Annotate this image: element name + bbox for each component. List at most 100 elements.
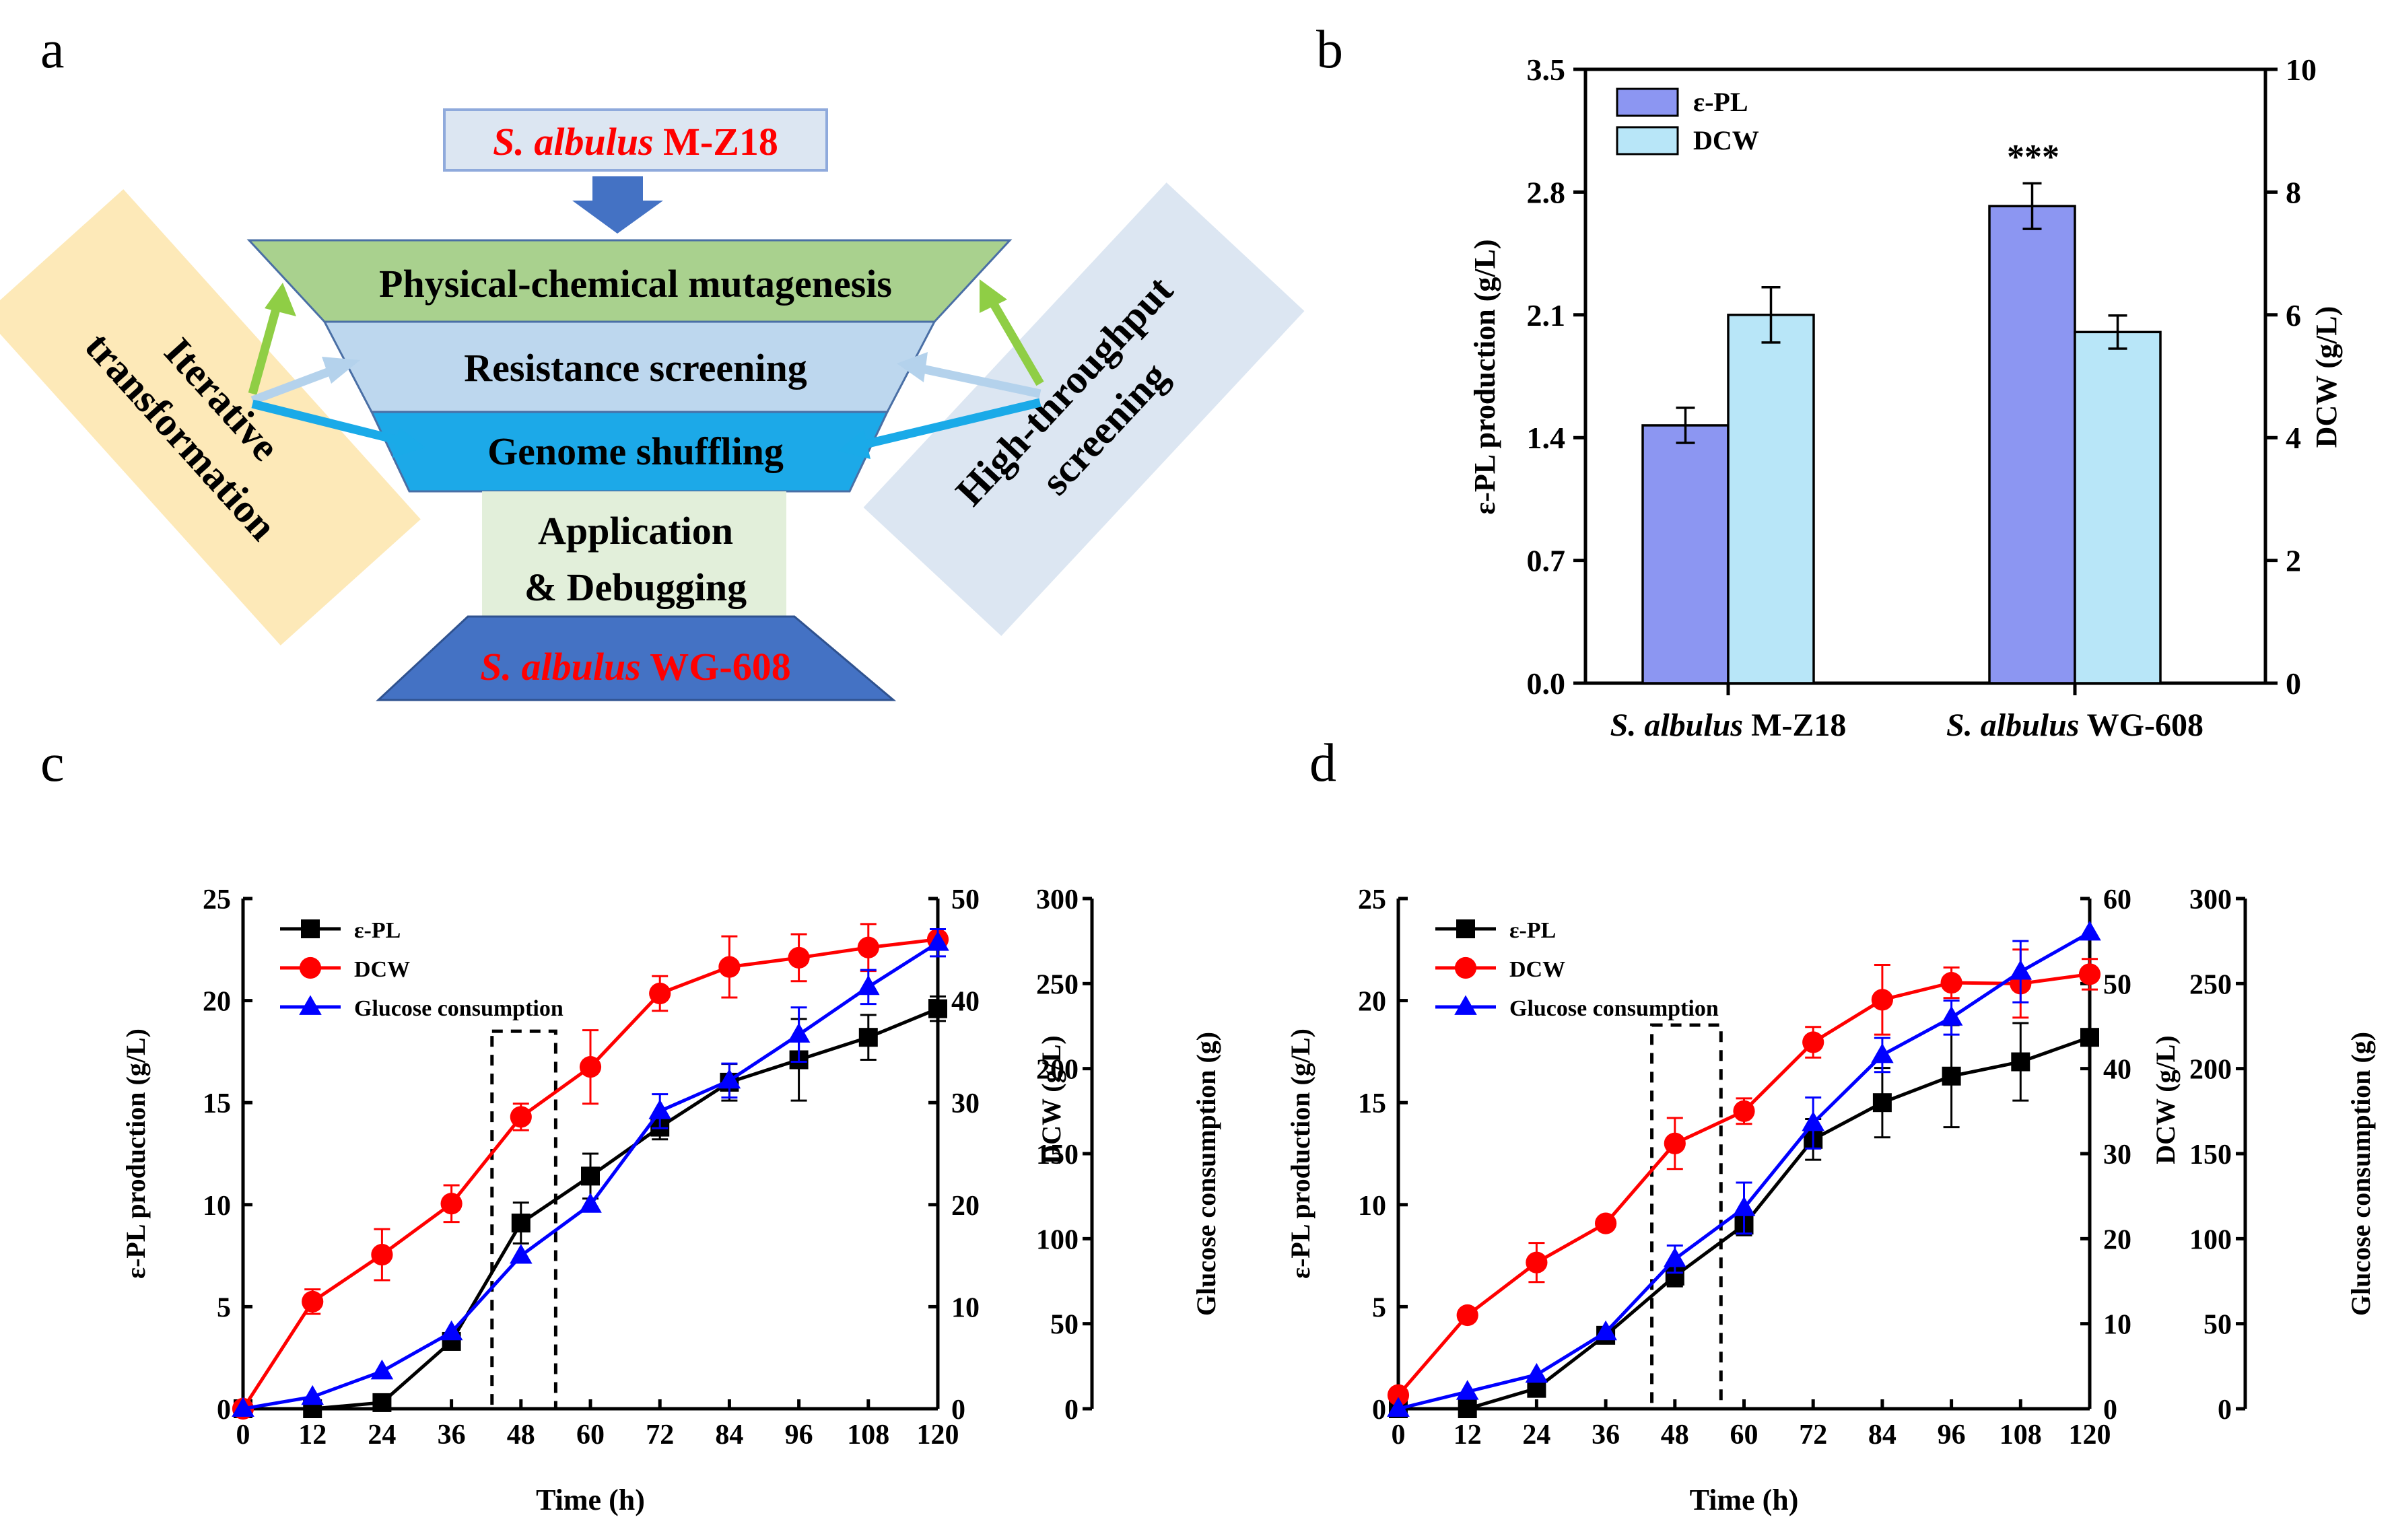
y-right1-tick-label: 40 [951,987,980,1018]
data-point-square [511,1214,531,1233]
legend-marker [299,956,322,979]
arrow-lightblue-right-icon [897,352,928,382]
x-tick-label: 36 [438,1420,466,1450]
data-point-circle [1871,989,1893,1011]
data-point-triangle [1802,1111,1824,1131]
level-label-1: Physical-chemical mutagenesis [379,262,892,306]
y-right2-tick-label: 200 [2189,1055,2232,1086]
y-right2-tick-label: 250 [2189,969,2232,1000]
y-right1-tick-label: 0 [2103,1395,2117,1426]
y-right2-axis-title: Glucose consumption (g) [1191,1032,1221,1316]
y-right-tick-label: 2 [2286,544,2301,578]
y-right2-axis-title: Glucose consumption (g) [2346,1032,2376,1316]
y-axis-title: ε-PL production (g/L) [121,1028,151,1279]
data-point-circle [718,956,741,978]
data-point-square [2080,1028,2099,1047]
x-tick-label: 24 [1522,1420,1550,1450]
arrow-green-right-shaft [989,300,1044,386]
legend-marker [1454,956,1477,979]
y-right2-tick-label: 0 [2218,1395,2232,1426]
x-tick-label: 12 [1454,1420,1482,1450]
y-right1-tick-label: 30 [951,1088,980,1119]
legend-label: Glucose consumption [354,996,563,1021]
y-right-tick-label: 8 [2286,175,2301,209]
funnel-level-application [482,491,786,617]
x-tick-label: 12 [298,1420,327,1450]
data-point-triangle [857,975,880,995]
data-point-circle [1802,1031,1824,1053]
data-point-circle [1387,1384,1410,1406]
y-tick-label: 10 [1358,1191,1386,1222]
arrow-green-left-shaft [248,303,282,395]
data-point-circle [579,1056,602,1078]
y-tick-label: 2.1 [1527,298,1566,332]
legend-label: ε-PL [1693,87,1748,117]
y-right1-tick-label: 60 [2103,884,2131,915]
y-right1-tick-label: 20 [951,1191,980,1222]
parent-strain-box [443,108,828,172]
final-strain-label: S. albulus WG-608 [480,645,790,689]
x-tick-label: S. albulus M-Z18 [1610,707,1847,743]
y-tick-label: 25 [1358,884,1386,915]
data-point-square [1458,1399,1477,1418]
plot-frame [1583,67,2267,685]
arrow-down-icon [572,176,663,234]
y-tick-label: 3.5 [1527,53,1566,87]
x-tick-label: 0 [1392,1420,1406,1450]
level-label-4a: Application [538,509,733,553]
data-point-circle [857,936,879,958]
data-point-triangle [1594,1320,1617,1341]
right-note-box [863,182,1305,636]
level-label-2: Resistance screening [464,346,807,390]
y-tick-label: 2.8 [1527,175,1566,209]
series-line-triangle [1398,931,2091,1411]
data-point-circle [1595,1212,1617,1234]
funnel-level-final-strain [376,615,897,701]
y-axis-title: ε-PL production (g/L) [1285,1028,1315,1279]
funnel-level-genome-shuffling [370,411,889,493]
data-point-square [1942,1066,1961,1086]
x-tick-label: 60 [1730,1420,1758,1450]
legend-label: DCW [1693,125,1759,155]
data-point-circle [302,1290,324,1312]
panel-c-label: c [40,734,65,793]
data-point-triangle [370,1359,394,1380]
highlight-box [1650,1023,1723,1411]
data-point-triangle [2078,921,2101,941]
data-point-triangle [579,1193,602,1213]
data-point-circle [440,1193,463,1215]
x-tick-label: 84 [1868,1420,1896,1450]
parent-strain-label: S. albulus M-Z18 [493,120,778,164]
data-point-triangle [301,1385,324,1405]
arrow-green-right-icon [980,279,1007,313]
y-tick-label: 5 [217,1292,231,1323]
y-axis-title: ε-PL production (g/L) [1468,239,1501,514]
y-tick-label: 5 [1372,1292,1386,1323]
y-right2-tick-label: 100 [1036,1224,1079,1255]
level-label-3: Genome shuffling [487,429,784,473]
x-tick-label: 120 [917,1420,959,1450]
y-tick-label: 0 [1372,1395,1386,1426]
y-tick-label: 0.7 [1527,544,1566,578]
data-point-triangle [2009,960,2032,980]
y-right2-tick-label: 50 [1050,1310,1079,1341]
x-tick-label: 96 [785,1420,813,1450]
x-tick-label: 72 [1799,1420,1827,1450]
data-point-triangle [1940,1006,1963,1026]
legend-swatch [1616,126,1679,155]
data-point-triangle [510,1244,533,1264]
data-point-square [928,999,947,1018]
left-note-box [0,189,421,645]
data-point-triangle [1732,1196,1756,1216]
arrow-lightblue-left-icon [322,357,360,384]
y-right2-tick-label: 50 [2203,1310,2232,1341]
y-tick-label: 15 [203,1088,231,1119]
data-point-triangle [787,1022,811,1043]
x-tick-label: 48 [1661,1420,1689,1450]
arrow-lightblue-right-shaft [921,364,1041,398]
legend-label: ε-PL [1509,918,1556,943]
significance-annotation: *** [2007,138,2059,176]
panel-d-label: d [1309,734,1336,793]
arrow-cyan-right-shaft [864,398,1041,449]
